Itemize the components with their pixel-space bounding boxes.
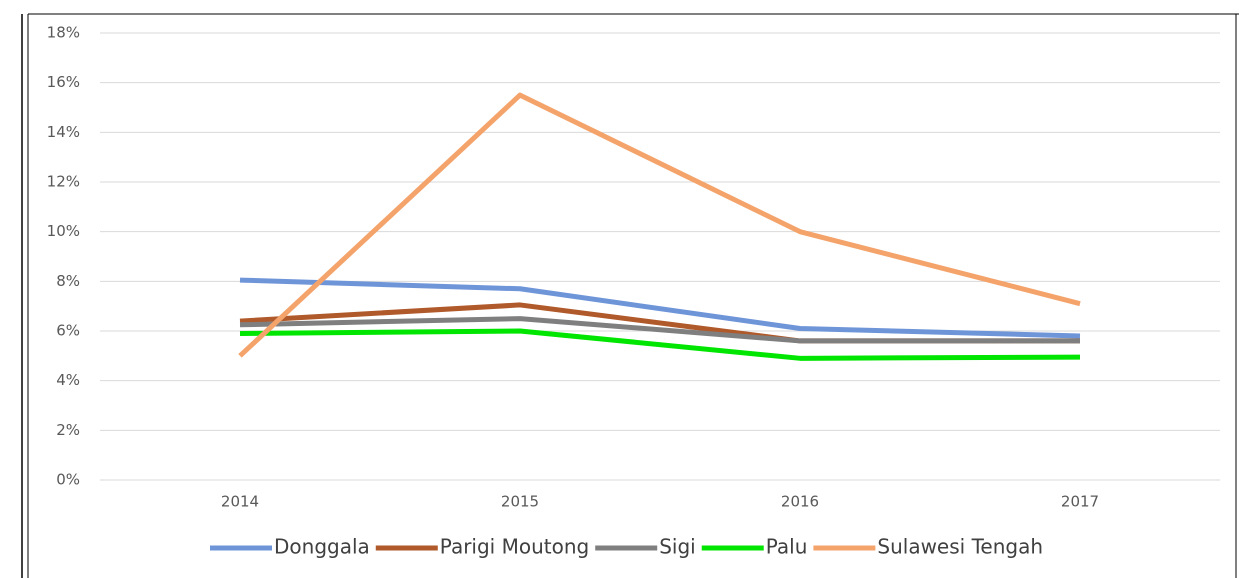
series-line: [239, 316, 1080, 344]
y-tick-label: 6%: [56, 322, 80, 340]
top-strip: [0, 0, 1239, 14]
x-tick-label: 2014: [221, 493, 259, 511]
x-tick-label: 2015: [501, 493, 539, 511]
y-tick-label: 14%: [47, 123, 80, 141]
legend-label: Donggala: [274, 535, 370, 559]
legend-label: Parigi Moutong: [440, 535, 589, 559]
y-tick-label: 10%: [47, 222, 80, 240]
y-tick-label: 2%: [56, 421, 80, 439]
legend-label: Sulawesi Tengah: [877, 535, 1043, 559]
grid: 0% 2% 4% 6% 8% 10% 12% 14% 16% 18% 2014 2015 2016 201…: [47, 24, 1220, 511]
series-line: [239, 328, 1081, 361]
y-tick-label: 4%: [56, 371, 80, 389]
legend: Donggala Parigi Moutong Sigi Palu Sulawesi T…: [210, 535, 1043, 559]
legend-label: Sigi: [659, 535, 696, 559]
x-tick-label: 2017: [1061, 493, 1099, 511]
y-tick-label: 18%: [47, 24, 80, 42]
y-tick-label: 16%: [47, 73, 80, 91]
legend-label: Palu: [766, 535, 808, 559]
y-tick-label: 8%: [56, 272, 80, 290]
lines: [238, 92, 1081, 361]
y-tick-label: 12%: [47, 173, 80, 191]
series-line: [239, 277, 1081, 339]
x-tick-label: 2016: [781, 493, 819, 511]
series-line: [238, 92, 1081, 358]
y-tick-label: 0%: [56, 471, 80, 489]
